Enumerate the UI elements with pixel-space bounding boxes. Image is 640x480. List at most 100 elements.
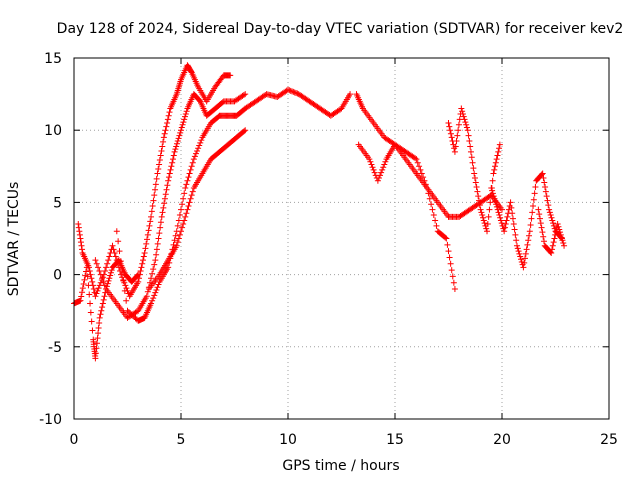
y-tick-label: -5 [48, 340, 62, 356]
data-point [90, 286, 97, 293]
data-point [517, 256, 524, 263]
data-point [132, 315, 139, 322]
data-point [94, 287, 101, 294]
data-point [164, 182, 171, 189]
data-point [179, 201, 186, 208]
x-tick-label: 15 [386, 432, 404, 448]
data-point [161, 200, 168, 207]
data-point [154, 170, 161, 177]
data-point [556, 226, 563, 233]
data-point [490, 193, 497, 200]
data-point [521, 259, 528, 266]
data-point [242, 91, 249, 98]
data-point [156, 161, 163, 168]
data-point [92, 293, 99, 300]
series-arc-4 [145, 127, 249, 293]
data-point [152, 257, 159, 264]
data-point [493, 203, 500, 210]
data-point [104, 260, 111, 267]
y-tick-label: 5 [53, 195, 62, 211]
data-point [168, 163, 175, 170]
data-point [149, 203, 156, 210]
data-point [377, 172, 384, 179]
data-point [509, 210, 516, 217]
data-point [118, 271, 125, 278]
data-point [151, 292, 158, 299]
data-point [490, 170, 497, 177]
data-point [492, 159, 499, 166]
data-point [466, 138, 473, 145]
data-point [347, 91, 354, 98]
data-point [513, 242, 520, 249]
data-point [158, 213, 165, 220]
data-point [538, 171, 545, 178]
data-point [148, 208, 155, 215]
data-point [541, 179, 548, 186]
data-point [501, 224, 508, 231]
data-point [102, 267, 109, 274]
data-point [480, 214, 487, 221]
data-point [560, 240, 567, 247]
data-point [529, 209, 536, 216]
data-point [522, 250, 529, 257]
data-point [146, 222, 153, 229]
data-point [475, 193, 482, 200]
data-point [94, 340, 101, 347]
data-point [242, 127, 249, 134]
data-point [453, 138, 460, 145]
data-point [382, 158, 389, 165]
data-point [455, 121, 462, 128]
data-point [417, 166, 424, 173]
data-point [502, 221, 509, 228]
data-point [473, 184, 480, 191]
data-point [454, 132, 461, 139]
data-point [177, 129, 184, 136]
data-point [515, 248, 522, 255]
data-point [443, 235, 450, 242]
data-point [105, 277, 112, 284]
data-point [111, 249, 118, 256]
data-point [497, 217, 504, 224]
data-point [93, 290, 100, 297]
data-point [195, 145, 202, 152]
data-point [480, 217, 487, 224]
data-point [83, 268, 90, 275]
data-point [174, 239, 181, 246]
data-point [149, 297, 156, 304]
data-point [481, 220, 488, 227]
data-point [122, 282, 129, 289]
data-point [517, 253, 524, 260]
data-point [510, 221, 517, 228]
data-point [97, 279, 104, 286]
data-point [525, 237, 532, 244]
series-arc-late [535, 206, 568, 256]
data-point [504, 213, 511, 220]
data-point [488, 184, 495, 191]
data-point [114, 260, 121, 267]
data-point [79, 285, 86, 292]
data-point [186, 199, 193, 206]
data-point [157, 219, 164, 226]
data-point [156, 230, 163, 237]
data-point [530, 203, 537, 210]
data-point [162, 191, 169, 198]
data-point [176, 132, 183, 139]
data-point [153, 286, 160, 293]
data-point [95, 325, 102, 332]
data-point [472, 179, 479, 186]
data-point [425, 190, 432, 197]
data-point [558, 234, 565, 241]
data-point [187, 166, 194, 173]
data-point [152, 186, 159, 193]
data-point [509, 215, 516, 222]
data-point [78, 242, 85, 249]
data-point [374, 177, 381, 184]
data-point [76, 228, 83, 235]
data-point [485, 213, 492, 220]
data-point [148, 213, 155, 220]
data-point [447, 127, 454, 134]
data-point [366, 156, 373, 163]
data-point [180, 195, 187, 202]
data-point [381, 161, 388, 168]
